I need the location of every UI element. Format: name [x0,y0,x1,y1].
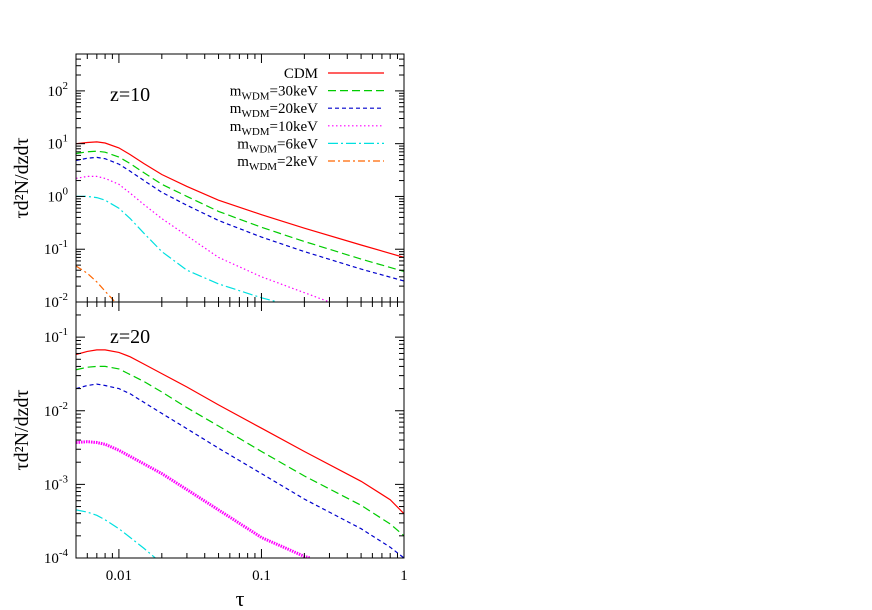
top-panel-label: z=10 [110,84,150,106]
panel-z10: 102 101 100 10-1 10-2 z=10 τd²N/dzdτ CDM mWDM… [11,53,405,311]
bottom-y-tick-label: 10-3 [44,473,69,493]
top-series-line-2 [76,156,404,282]
top-series-line-0 [76,141,404,258]
bottom-x-tick-label: 0.1 [252,568,271,584]
top-series-group [76,141,404,302]
bottom-series-group [76,349,404,558]
top-y-axis-label: τd²N/dzdτ [11,138,33,219]
top-y-tick-label: 10-2 [44,291,68,311]
bottom-panel-label: z=20 [110,326,150,348]
bottom-y-tick-label: 10-2 [44,400,68,420]
bottom-ticks-group: 10-1 10-2 10-3 10-4 0.01 0.1 1 [44,301,408,584]
panel-z20: 10-110-210-310-40.01 0.1 1 z=20 τd²N/dzdτ … [11,301,408,610]
bottom-series-line-2 [76,383,404,558]
bottom-x-tick-label: 1 [400,568,408,584]
top-y-tick-label: 102 [48,80,69,100]
bottom-x-tick-label: 0.01 [106,568,132,584]
bottom-series-line-1 [76,365,404,537]
top-series-line-3 [76,175,330,302]
legend-label-3: mWDM=10keV [230,119,318,138]
legend-label-2: mWDM=20keV [230,101,318,120]
bottom-plot-frame [75,301,405,559]
bottom-series-line-3 [76,440,311,558]
legend-label-0: CDM [284,66,318,82]
bottom-series-line-4 [76,509,156,558]
bottom-y-axis-label: τd²N/dzdτ [11,390,33,471]
bottom-y-tick-label: 10-4 [44,547,69,567]
top-y-tick-label: 10-1 [44,238,68,258]
top-series-line-4 [76,195,278,302]
legend: CDM mWDM=30keVmWDM=20keVmWDM=10keVmWDM=6k… [230,66,384,173]
top-series-line-1 [76,150,404,272]
top-series-line-5 [76,265,116,302]
top-y-tick-label: 101 [48,133,69,153]
legend-label-4: mWDM=6keV [237,136,318,155]
x-axis-label: τ [236,586,245,610]
top-y-tick-label: 100 [48,185,69,205]
bottom-y-tick-label: 10-1 [44,326,68,346]
top-ticks-group: 102 101 100 10-1 10-2 [44,53,405,311]
bottom-series-line-0 [76,349,404,515]
legend-label-5: mWDM=2keV [237,154,318,173]
legend-label-1: mWDM=30keV [230,84,318,103]
